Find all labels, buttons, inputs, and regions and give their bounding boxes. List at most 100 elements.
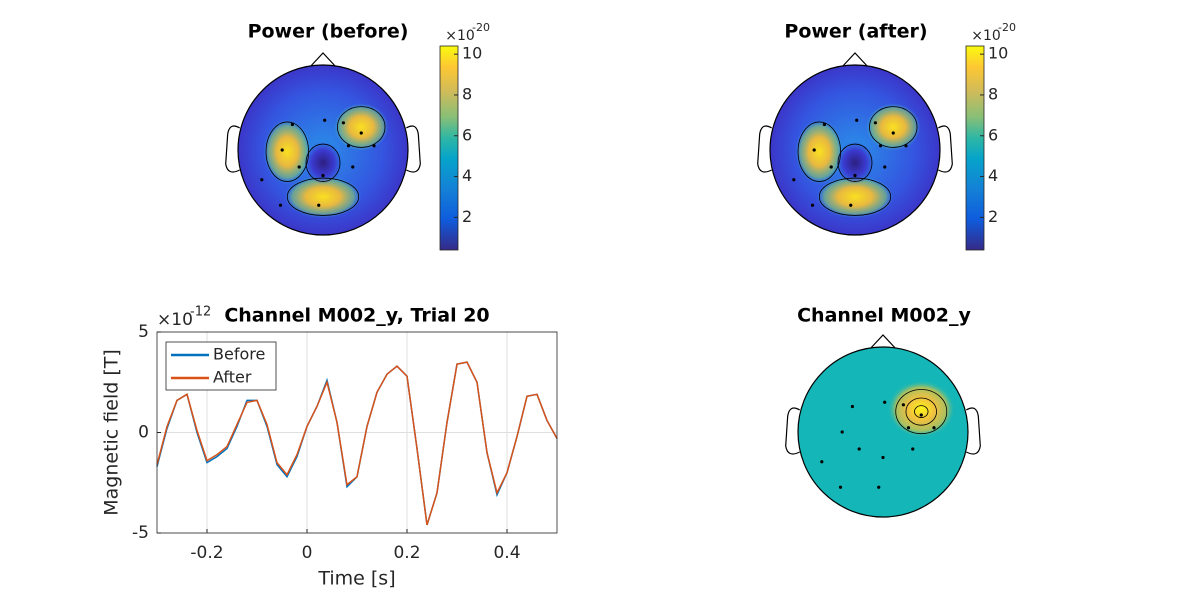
- scale-label: ×10: [971, 28, 1001, 44]
- x-axis-label: Time [s]: [317, 568, 395, 590]
- colorbar-tick-label: 8: [462, 84, 472, 103]
- sensor: [849, 203, 853, 207]
- title: Channel M002_y, Trial 20: [224, 305, 489, 327]
- colorbar-tick-label: 6: [988, 125, 998, 144]
- map-peak: [795, 119, 844, 184]
- sensor: [317, 203, 321, 207]
- legend: [165, 341, 277, 391]
- colorbar-tick-label: 6: [462, 125, 472, 144]
- sensor: [822, 122, 827, 127]
- sensor: [290, 122, 294, 127]
- scale-label: ×10: [445, 28, 475, 44]
- sensor: [280, 148, 284, 152]
- sensor: [278, 203, 283, 207]
- scale-exponent: -20: [998, 21, 1016, 34]
- sensor: [877, 485, 881, 489]
- colorbar-tick-label: 10: [462, 44, 482, 63]
- y-tick-label: 0: [138, 423, 149, 443]
- topoplot: [225, 52, 421, 236]
- x-tick-label: 0.4: [493, 543, 520, 563]
- sensor: [812, 148, 816, 152]
- x-tick-label: 0: [302, 543, 313, 563]
- ear: [965, 407, 981, 455]
- map-base: [798, 347, 968, 517]
- title: Channel M002_y: [797, 305, 971, 327]
- sensor: [260, 178, 264, 182]
- map-trough: [836, 141, 874, 184]
- map-peak: [263, 119, 312, 184]
- nose: [840, 52, 870, 69]
- nose: [868, 334, 898, 351]
- contour: [337, 106, 386, 148]
- map: [798, 347, 968, 517]
- sensor: [857, 447, 861, 451]
- colorbar: [439, 45, 459, 251]
- sensor: [792, 178, 796, 182]
- scale-label: ×10: [157, 310, 193, 330]
- map-peak: [284, 175, 362, 218]
- contour: [837, 143, 873, 182]
- y-tick-label: -5: [132, 523, 149, 543]
- sensor: [904, 144, 908, 148]
- sensor: [323, 118, 327, 122]
- contour: [818, 177, 892, 216]
- map: [770, 65, 940, 235]
- contour: [905, 397, 937, 426]
- sensor: [878, 144, 883, 148]
- map: [238, 65, 408, 235]
- title: Power (after): [784, 21, 927, 43]
- sensor: [341, 121, 345, 125]
- head-outline: [769, 64, 941, 236]
- contour: [797, 121, 841, 182]
- sensor: [829, 165, 833, 169]
- sensor: [840, 430, 844, 434]
- colorbar-tick-label: 4: [462, 166, 472, 185]
- sensor: [901, 403, 906, 407]
- ear: [225, 125, 241, 173]
- ear: [937, 125, 953, 173]
- sensor: [820, 460, 824, 464]
- x-tick-label: 0.2: [393, 543, 420, 563]
- topoplot: [757, 52, 953, 236]
- contour: [869, 106, 918, 148]
- colorbar: [965, 45, 985, 251]
- contour: [305, 143, 341, 182]
- sensor: [810, 203, 815, 207]
- map-peak: [887, 380, 956, 438]
- sensor: [321, 173, 325, 178]
- sensor: [297, 165, 301, 169]
- map-trough: [304, 141, 342, 184]
- nose: [308, 52, 338, 69]
- map-peak: [816, 175, 894, 218]
- ear: [757, 125, 773, 173]
- head-outline: [797, 346, 969, 518]
- ear: [405, 125, 421, 173]
- scale-exponent: -12: [190, 305, 211, 320]
- legend-label: Before: [213, 345, 265, 364]
- sensor: [346, 144, 351, 148]
- contour: [895, 389, 948, 435]
- y-axis-label: Magnetic field [T]: [101, 349, 123, 516]
- colorbar-tick-label: 10: [988, 44, 1008, 63]
- series-line: [156, 361, 558, 526]
- y-tick-label: 5: [138, 322, 149, 342]
- sensor: [838, 485, 843, 489]
- contour: [914, 405, 929, 418]
- legend-label: After: [213, 368, 252, 387]
- colorbar-tick-label: 4: [988, 166, 998, 185]
- sensor: [919, 413, 923, 417]
- sensor: [906, 426, 911, 430]
- axes-box: [156, 331, 558, 534]
- sensor: [873, 121, 878, 125]
- sensor: [883, 165, 887, 169]
- colorbar-tick-label: 2: [462, 207, 472, 226]
- sensor: [911, 447, 915, 451]
- sensor: [359, 131, 363, 135]
- colorbar-tick-label: 8: [988, 84, 998, 103]
- sensor: [881, 455, 885, 460]
- topoplot: [785, 334, 981, 518]
- colorbar-tick-label: 2: [988, 207, 998, 226]
- scale-exponent: -20: [472, 21, 490, 34]
- sensor: [932, 426, 936, 430]
- sensor: [891, 131, 895, 135]
